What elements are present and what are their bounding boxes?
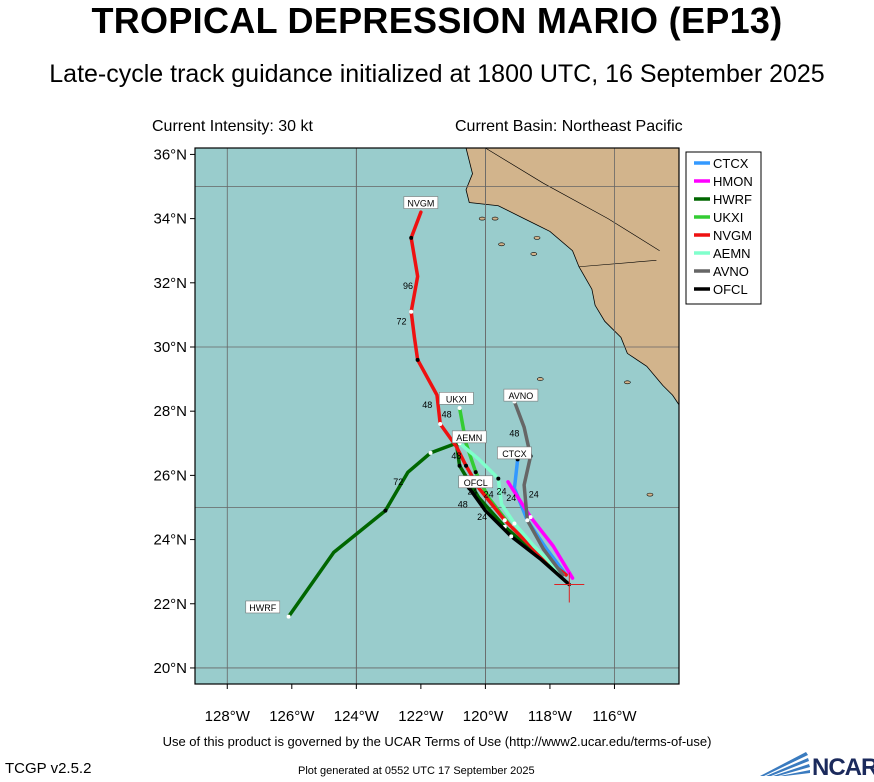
current-basin: Current Basin: Northeast Pacific (455, 118, 683, 135)
forecast-hour-label: 48 (442, 409, 452, 419)
track-tag-box (451, 430, 487, 444)
island (646, 492, 654, 497)
forecast-hour-label: 24 (529, 490, 539, 500)
legend-label: NVGM (713, 228, 752, 243)
ncar-logo-icon (760, 752, 810, 776)
track-tag-hwrf: HWRF (249, 603, 276, 613)
track-tag-box (439, 392, 474, 405)
track-point (409, 309, 414, 314)
island (533, 236, 541, 240)
legend-label: UKXI (713, 210, 743, 225)
track-point (525, 518, 530, 523)
y-tick-label: 32°N (153, 275, 187, 292)
track-tag-box (497, 446, 532, 460)
plot-frame (194, 147, 680, 685)
island (498, 242, 505, 247)
chart-title: TROPICAL DEPRESSION MARIO (EP13) (91, 0, 783, 41)
legend-label: AEMN (713, 246, 751, 261)
track-nvgm (409, 210, 568, 577)
forecast-hour-label: 24 (506, 493, 516, 503)
track-point (457, 405, 462, 410)
x-tick-label: 116°W (592, 708, 637, 725)
forecast-hour-label: 72 (393, 477, 403, 487)
track-point (415, 357, 420, 362)
forecast-hour-label: 96 (403, 281, 413, 291)
forecast-hour-label: 24 (497, 486, 507, 496)
track-point (512, 521, 517, 526)
landmass (465, 147, 680, 407)
track-tag-box (458, 475, 494, 489)
x-tick-label: 128°W (205, 708, 251, 725)
country-border (578, 260, 657, 268)
legend-label: CTCX (713, 156, 749, 171)
forecast-hour-label: 48 (509, 429, 519, 439)
legend-box (685, 151, 762, 305)
track-point (286, 614, 291, 619)
forecast-hour-label: 24 (477, 512, 487, 522)
forecast-hour-label: 24 (484, 490, 494, 500)
ncar-logo-text: NCAR (812, 754, 874, 781)
state-border (485, 147, 660, 251)
y-tick-label: 24°N (153, 532, 187, 549)
island (530, 252, 538, 256)
x-tick-label: 118°W (528, 708, 573, 725)
y-tick-label: 30°N (153, 339, 187, 356)
track-tag-avno: AVNO (508, 391, 533, 401)
y-tick-label: 34°N (153, 211, 187, 228)
x-tick-label: 122°W (398, 708, 444, 725)
track-point (528, 515, 533, 520)
y-tick-label: 36°N (153, 146, 187, 163)
track-tag-ctcx: CTCX (502, 449, 527, 459)
generated-timestamp: Plot generated at 0552 UTC 17 September … (298, 765, 535, 777)
forecast-hour-label: 24 (467, 486, 477, 496)
forecast-hour-label: 48 (458, 499, 468, 509)
chart-subtitle: Late-cycle track guidance initialized at… (49, 60, 825, 88)
track-point (383, 508, 388, 513)
y-tick-label: 22°N (153, 596, 187, 613)
track-point (473, 470, 478, 475)
y-tick-label: 20°N (153, 660, 187, 677)
track-point (502, 518, 507, 523)
legend-label: OFCL (713, 282, 748, 297)
island (536, 377, 544, 381)
track-aemn (457, 441, 565, 577)
track-tag-ukxi: UKXI (446, 394, 467, 404)
island (624, 380, 631, 385)
track-point (496, 476, 501, 481)
track-hmon (506, 480, 575, 580)
track-point (457, 463, 462, 468)
track-tag-ofcl: OFCL (464, 478, 488, 488)
y-tick-label: 26°N (153, 467, 187, 484)
track-avno (512, 399, 565, 577)
track-tag-box (245, 600, 281, 614)
legend-label: HMON (713, 174, 753, 189)
forecast-hour-label: 48 (451, 451, 461, 461)
track-point (409, 235, 414, 240)
version-label: TCGP v2.5.2 (5, 760, 92, 777)
island (491, 216, 499, 221)
x-tick-label: 120°W (463, 708, 509, 725)
track-hwrf (286, 441, 562, 619)
track-tag-nvgm: NVGM (407, 199, 434, 209)
x-tick-label: 126°W (269, 708, 315, 725)
x-tick-label: 124°W (334, 708, 380, 725)
terms-of-use: Use of this product is governed by the U… (162, 734, 712, 749)
forecast-hour-label: 72 (396, 316, 406, 326)
forecast-hour-label: 48 (422, 400, 432, 410)
legend-label: AVNO (713, 264, 749, 279)
current-intensity: Current Intensity: 30 kt (152, 118, 313, 135)
island (478, 216, 486, 221)
track-point (438, 422, 443, 427)
track-point (428, 450, 433, 455)
track-tag-box (403, 196, 439, 209)
track-point (464, 463, 469, 468)
track-tag-box (503, 388, 539, 402)
track-point (509, 534, 514, 539)
legend-label: HWRF (713, 192, 752, 207)
track-tag-aemn: AEMN (456, 433, 482, 443)
y-tick-label: 28°N (153, 403, 187, 420)
